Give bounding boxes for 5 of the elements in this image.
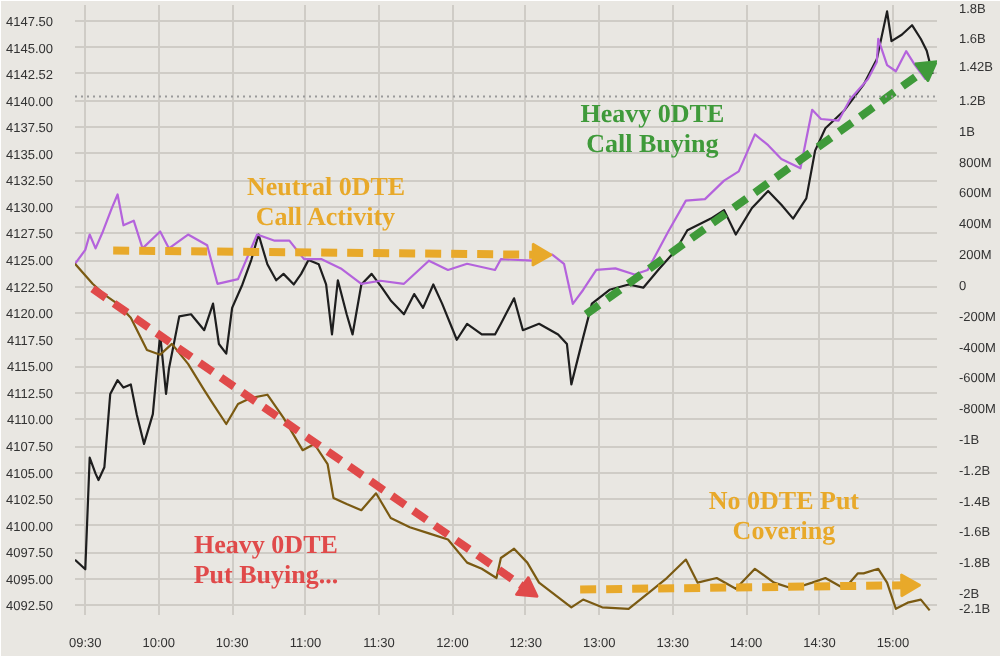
annotation: Neutral 0DTE Call Activity <box>247 170 406 231</box>
annotation: Heavy 0DTE Call Buying <box>580 97 725 158</box>
line-series <box>75 262 931 612</box>
annotation: No 0DTE Put Covering <box>708 485 861 546</box>
annotation: Heavy 0DTE Put Buying... <box>193 529 339 590</box>
